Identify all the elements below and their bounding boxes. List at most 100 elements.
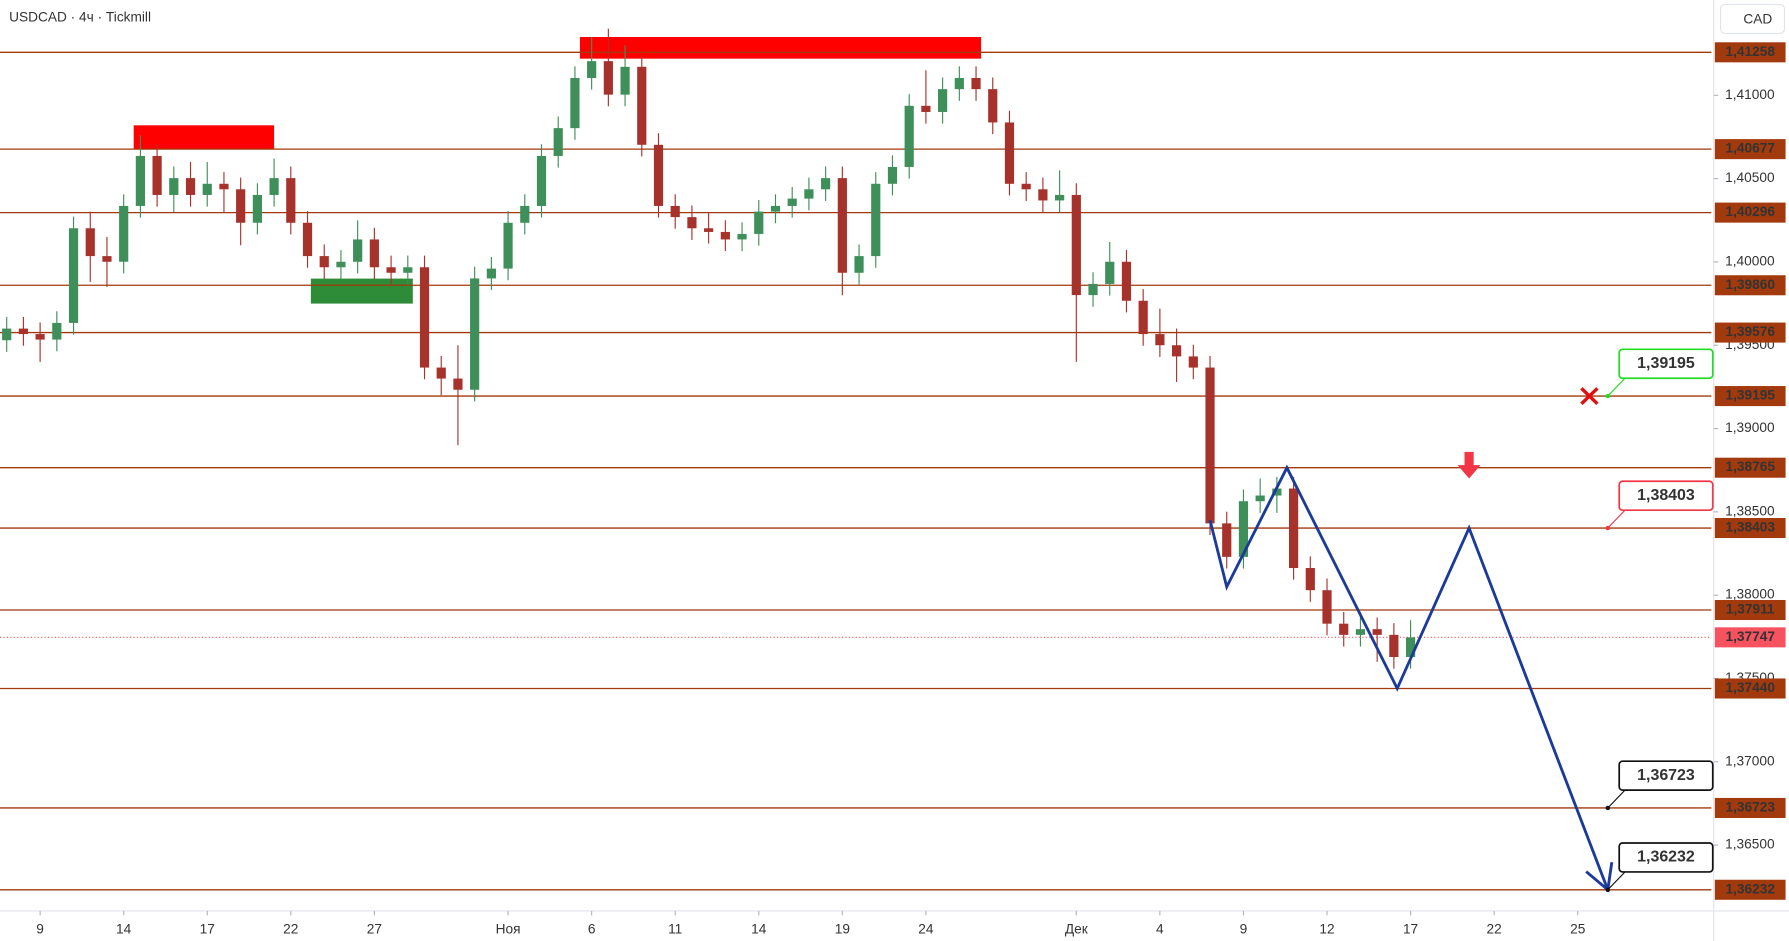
candle-body	[1004, 122, 1015, 184]
currency[interactable]: CAD	[1743, 12, 1772, 27]
level-label: 1,40677	[1725, 141, 1774, 156]
callout-leader	[1607, 508, 1627, 529]
callout-point	[1605, 887, 1611, 892]
candle-body	[720, 231, 730, 240]
candle-body	[904, 105, 914, 167]
candle-body	[135, 155, 145, 206]
candle-body	[152, 155, 162, 195]
candle-body	[386, 267, 396, 273]
callout-box	[1618, 480, 1714, 512]
callout-box	[1618, 842, 1714, 873]
candle-body	[1105, 261, 1115, 284]
candle-body	[938, 89, 948, 112]
x-tick-label: 22	[283, 922, 298, 937]
candle-body	[670, 205, 680, 218]
candle-body	[871, 183, 881, 257]
level-label: 1,39195	[1725, 388, 1775, 403]
candle-body	[302, 222, 313, 257]
candle-body	[269, 178, 279, 195]
level-label-bg	[1714, 202, 1786, 223]
candle-body	[887, 166, 898, 184]
candle-body	[570, 77, 580, 129]
x-tick-label: 25	[1570, 922, 1585, 937]
callout-label: 1,39195	[1637, 355, 1695, 372]
candle-body	[252, 194, 262, 223]
candle-body	[2, 328, 12, 341]
zone	[579, 36, 982, 59]
candle-body	[754, 211, 764, 234]
candle-body	[369, 239, 379, 268]
level-label: 1,38403	[1725, 520, 1775, 535]
level-label: 1,37911	[1726, 602, 1775, 617]
x-tick-label: 17	[200, 922, 215, 937]
candle-body	[603, 61, 613, 95]
candle-body	[837, 178, 847, 273]
level-label-bg	[1714, 322, 1786, 343]
candle-body	[419, 267, 430, 368]
candle-body	[1255, 495, 1265, 502]
candle-body	[587, 61, 597, 78]
y-tick-label: 1,39000	[1725, 420, 1774, 435]
candle-body	[971, 77, 981, 90]
level-label-bg	[1714, 275, 1786, 296]
candle-body	[1322, 590, 1332, 624]
candle-body	[319, 256, 329, 268]
candle-body	[1172, 345, 1182, 357]
x-tick-label: 24	[918, 922, 934, 937]
candle-body	[520, 205, 530, 223]
candle-body	[453, 378, 463, 390]
candle-body	[637, 66, 647, 145]
candle-body	[737, 233, 747, 240]
candle-body	[770, 205, 781, 212]
x-tick-label: 9	[36, 922, 44, 937]
candle-body	[553, 128, 563, 156]
last-price-label: 1,37747	[1725, 629, 1774, 644]
down-arrow	[1457, 451, 1481, 479]
candle-body	[1389, 634, 1399, 657]
x-tick-label: 19	[835, 922, 850, 937]
candle-body	[353, 239, 363, 262]
level-label: 1,37440	[1725, 680, 1774, 695]
callout-point	[1605, 525, 1611, 531]
level-label: 1,41258	[1725, 44, 1775, 59]
candle-body	[988, 89, 998, 123]
callout-label: 1,36232	[1637, 849, 1695, 866]
candle-body	[119, 205, 129, 262]
x-tick-label: Дек	[1065, 922, 1088, 937]
candle-body	[52, 322, 62, 340]
candle-body	[1405, 637, 1416, 657]
candle-body	[286, 178, 296, 223]
candle-body	[336, 261, 346, 268]
currency-button[interactable]	[1719, 3, 1786, 34]
level-label: 1,39576	[1725, 324, 1775, 339]
candle-body	[1121, 261, 1132, 301]
x-tick-label: 9	[1240, 922, 1248, 937]
candle-body	[854, 256, 864, 273]
candle-body	[620, 66, 630, 95]
y-tick-label: 1,38500	[1725, 504, 1774, 519]
x-tick-label: 6	[588, 922, 596, 937]
cross-marker	[1580, 387, 1599, 406]
candle-body	[403, 267, 413, 273]
candle-body	[503, 222, 513, 269]
candle-body	[1155, 334, 1165, 346]
callout-point	[1605, 393, 1611, 399]
candle-body	[102, 256, 112, 262]
y-tick-label: 1,38000	[1725, 587, 1774, 602]
level-label: 1,39860	[1725, 277, 1774, 292]
callout-label: 1,36723	[1637, 767, 1695, 784]
candle-body	[185, 178, 196, 195]
callout-point	[1605, 805, 1611, 811]
candle-body	[35, 334, 45, 340]
candle-body	[1055, 194, 1065, 201]
callout-leader	[1607, 788, 1627, 809]
level-label-bg	[1714, 386, 1786, 407]
candle-body	[436, 367, 446, 379]
candle-body	[1288, 488, 1299, 569]
candle-body	[236, 189, 246, 223]
level-label-bg	[1714, 599, 1786, 621]
x-tick-label: 11	[668, 922, 682, 937]
candle-body	[1138, 300, 1148, 335]
